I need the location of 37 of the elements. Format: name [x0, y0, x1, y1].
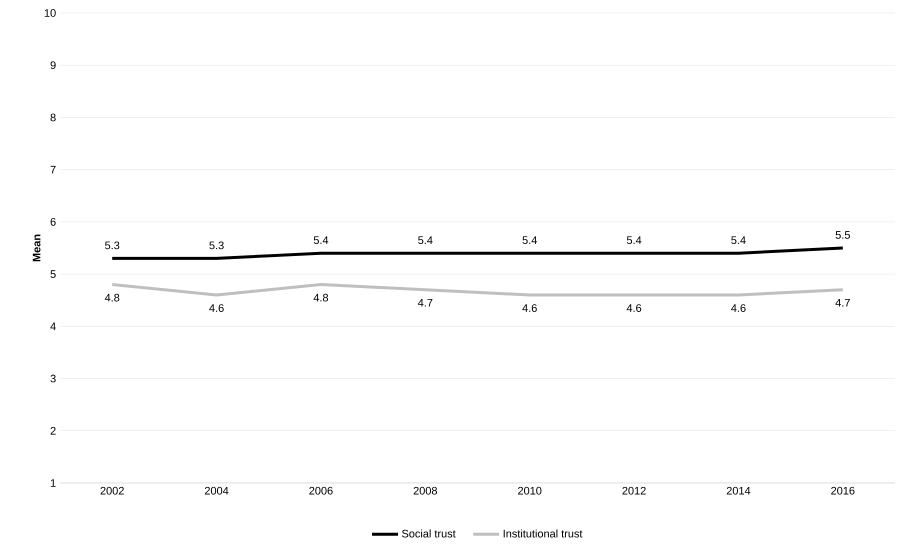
data-label: 5.4	[626, 236, 642, 244]
x-tick-label: 2006	[309, 486, 333, 495]
data-label: 4.8	[104, 294, 120, 302]
y-tick-label: 7	[50, 166, 56, 174]
x-tick-label: 2014	[726, 486, 750, 495]
data-label: 4.7	[835, 298, 850, 307]
data-label: 5.5	[836, 231, 850, 239]
y-tick-label: 4	[50, 322, 56, 330]
y-tick-label: 2	[50, 426, 56, 435]
y-tick-label: 6	[50, 218, 56, 226]
x-tick-label: 2010	[518, 486, 542, 495]
y-tick-label: 5	[50, 270, 56, 278]
y-tick-label: 10	[44, 9, 56, 17]
legend-label: Social trust	[402, 529, 456, 538]
data-label: 5.4	[418, 236, 433, 244]
data-label: 5.3	[105, 241, 120, 250]
y-axis-title: Mean	[32, 234, 40, 262]
x-tick-label: 2016	[831, 486, 855, 495]
y-tick-label: 1	[50, 479, 56, 487]
x-tick-label: 2012	[622, 486, 646, 495]
x-tick-label: 2002	[100, 486, 124, 495]
data-label: 4.6	[731, 304, 746, 312]
y-tick-label: 3	[50, 374, 56, 382]
data-label: 4.6	[626, 304, 642, 312]
y-tick-label: 8	[50, 114, 56, 122]
y-tick-label: 9	[50, 61, 56, 70]
data-label: 4.7	[418, 298, 432, 307]
data-label: 5.4	[522, 236, 537, 244]
legend-label: Institutional trust	[504, 529, 582, 538]
x-tick-label: 2008	[414, 486, 438, 495]
data-label: 4.6	[522, 304, 537, 312]
data-label: 5.4	[731, 236, 746, 244]
data-label: 5.3	[209, 241, 224, 250]
x-tick-label: 2004	[204, 486, 228, 495]
data-label: 5.4	[314, 236, 328, 244]
data-label: 4.6	[209, 304, 224, 312]
data-label: 4.8	[314, 294, 328, 302]
